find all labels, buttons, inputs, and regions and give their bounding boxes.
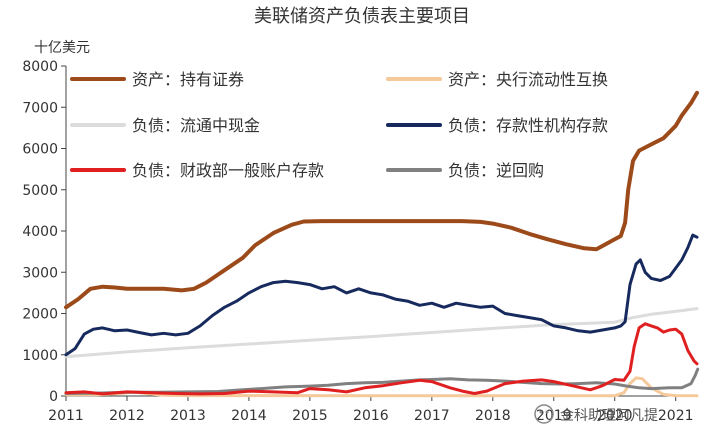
legend-label-5: 负债：逆回购 [448,161,544,180]
watermark: 金科助理阿凡提 [534,404,658,424]
x-tick-label: 2013 [170,408,206,424]
y-tick-label: 1000 [22,348,58,364]
series-line-5 [64,367,700,395]
x-tick-label: 2012 [109,408,145,424]
y-tick-label: 6000 [22,142,58,158]
x-tick-label: 2017 [414,408,450,424]
legend-label-1: 资产：央行流动性互换 [448,70,608,89]
x-tick-label: 2011 [48,408,84,424]
legend-label-4: 负债：财政部一般账户存款 [132,161,324,180]
legend-label-0: 资产：持有证券 [132,70,244,89]
series-line-0 [64,90,699,310]
watermark-text: 金科助理阿凡提 [560,408,658,424]
legend-label-2: 负债：流通中现金 [132,116,260,135]
y-tick-label: 5000 [22,183,58,199]
y-tick-label: 2000 [22,307,58,323]
x-tick-label: 2021 [658,408,694,424]
x-tick-label: 2014 [231,408,267,424]
y-tick-label: 0 [49,389,58,405]
plot-area: 0 1000 2000 3000 4000 5000 6000 7000 8000 2011 201… [22,59,700,424]
x-tick-label: 2016 [353,408,389,424]
wechat-icon-dot [539,410,543,414]
y-tick-label: 4000 [22,224,58,240]
wechat-icon [534,404,554,424]
x-tick-label: 2018 [475,408,511,424]
y-unit-label: 十亿美元 [34,40,90,56]
legend-label-3: 负债：存款性机构存款 [448,116,608,135]
y-tick-label: 8000 [22,59,58,75]
series-line-4 [64,322,699,396]
wechat-icon-dot2 [545,410,549,414]
y-tick-label: 7000 [22,100,58,116]
x-tick-label: 2015 [292,408,328,424]
x-tick-label: 2020 [597,408,633,424]
chart-title: 美联储资产负债表主要项目 [254,6,470,27]
x-tick-label: 2019 [536,408,572,424]
series-line-3 [64,233,699,357]
series-line-2 [64,307,699,359]
y-tick-label: 3000 [22,265,58,281]
